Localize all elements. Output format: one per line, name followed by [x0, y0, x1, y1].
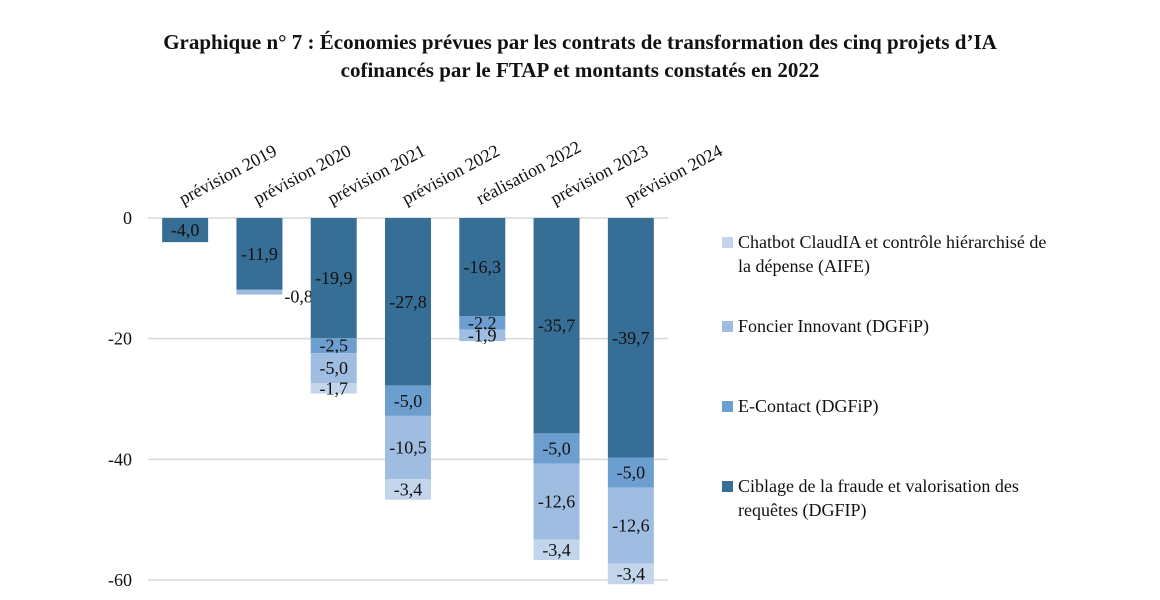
- bar-segment: [533, 433, 580, 464]
- data-label: -3,4: [542, 540, 571, 560]
- data-label: -3,4: [394, 480, 423, 500]
- bar-segment: [607, 487, 654, 564]
- chart-title-line-1: Graphique n° 7 : Économies prévues par l…: [163, 30, 997, 54]
- bar-segment: [310, 338, 357, 354]
- data-label: -10,5: [389, 438, 427, 458]
- data-label: -12,6: [612, 516, 650, 536]
- bar-segment: [162, 218, 209, 243]
- legend-label: Ciblage de la fraude et valorisation des…: [738, 476, 1019, 520]
- data-label: -5,0: [542, 438, 571, 458]
- data-label: -2,5: [319, 336, 348, 356]
- data-label: -35,7: [538, 316, 576, 336]
- data-label: -27,8: [389, 292, 427, 312]
- y-tick-label: -20: [108, 329, 132, 349]
- bar-segment: [607, 457, 654, 488]
- data-label: -2,2: [468, 313, 497, 333]
- bar-segment: [459, 316, 506, 330]
- y-tick-label: 0: [123, 208, 132, 228]
- legend-label: Foncier Innovant (DGFiP): [738, 316, 929, 336]
- data-label: -1,7: [319, 378, 348, 398]
- bar-segment: [310, 218, 357, 339]
- legend-swatch: [722, 237, 733, 248]
- legend-item-chatbot: Chatbot ClaudIA et contrôle hiérarchisé …: [722, 230, 1122, 278]
- legend-label: Chatbot ClaudIA et contrôle hiérarchisé …: [738, 232, 1047, 276]
- bar-segment: [236, 289, 283, 295]
- data-label: -5,0: [617, 463, 646, 483]
- data-label: -16,3: [464, 257, 502, 277]
- bar-segment: [459, 329, 506, 342]
- data-label: -1,9: [468, 325, 497, 345]
- data-label: -3,4: [617, 564, 646, 584]
- chart-title-line-2: cofinancés par le FTAP et montants const…: [340, 58, 820, 82]
- chart-title: Graphique n° 7 : Économies prévues par l…: [0, 28, 1160, 84]
- bar-segment: [533, 463, 580, 540]
- y-tick-label: -40: [108, 449, 132, 469]
- bar-segment: [310, 383, 357, 394]
- data-label: -5,0: [394, 391, 423, 411]
- data-label: -4,0: [171, 220, 200, 240]
- bar-segment: [533, 218, 580, 434]
- data-label: -0,8: [284, 287, 313, 307]
- bar-segment: [385, 415, 431, 480]
- legend-item-foncier: Foncier Innovant (DGFiP): [722, 314, 1122, 338]
- y-tick-label: -60: [108, 570, 132, 590]
- bar-segment: [459, 218, 506, 317]
- legend-item-ciblage: Ciblage de la fraude et valorisation des…: [722, 474, 1122, 522]
- legend-swatch: [722, 321, 733, 332]
- data-label: -19,9: [315, 268, 353, 288]
- bar-segment: [385, 218, 431, 386]
- bar-segment: [607, 563, 654, 585]
- bar-segment: [385, 479, 431, 500]
- data-label: -12,6: [538, 492, 576, 512]
- legend-label: E-Contact (DGFiP): [738, 396, 879, 416]
- data-label: -11,9: [241, 244, 278, 264]
- bar-segment: [236, 218, 283, 290]
- data-label: -5,0: [319, 358, 348, 378]
- data-label: -39,7: [612, 328, 650, 348]
- bar-segment: [533, 539, 580, 561]
- legend-swatch: [722, 401, 733, 412]
- legend-item-econtact: E-Contact (DGFiP): [722, 394, 1122, 418]
- bar-segment: [310, 353, 357, 384]
- bar-segment: [607, 218, 654, 458]
- legend-swatch: [722, 481, 733, 492]
- bar-segment: [385, 385, 431, 416]
